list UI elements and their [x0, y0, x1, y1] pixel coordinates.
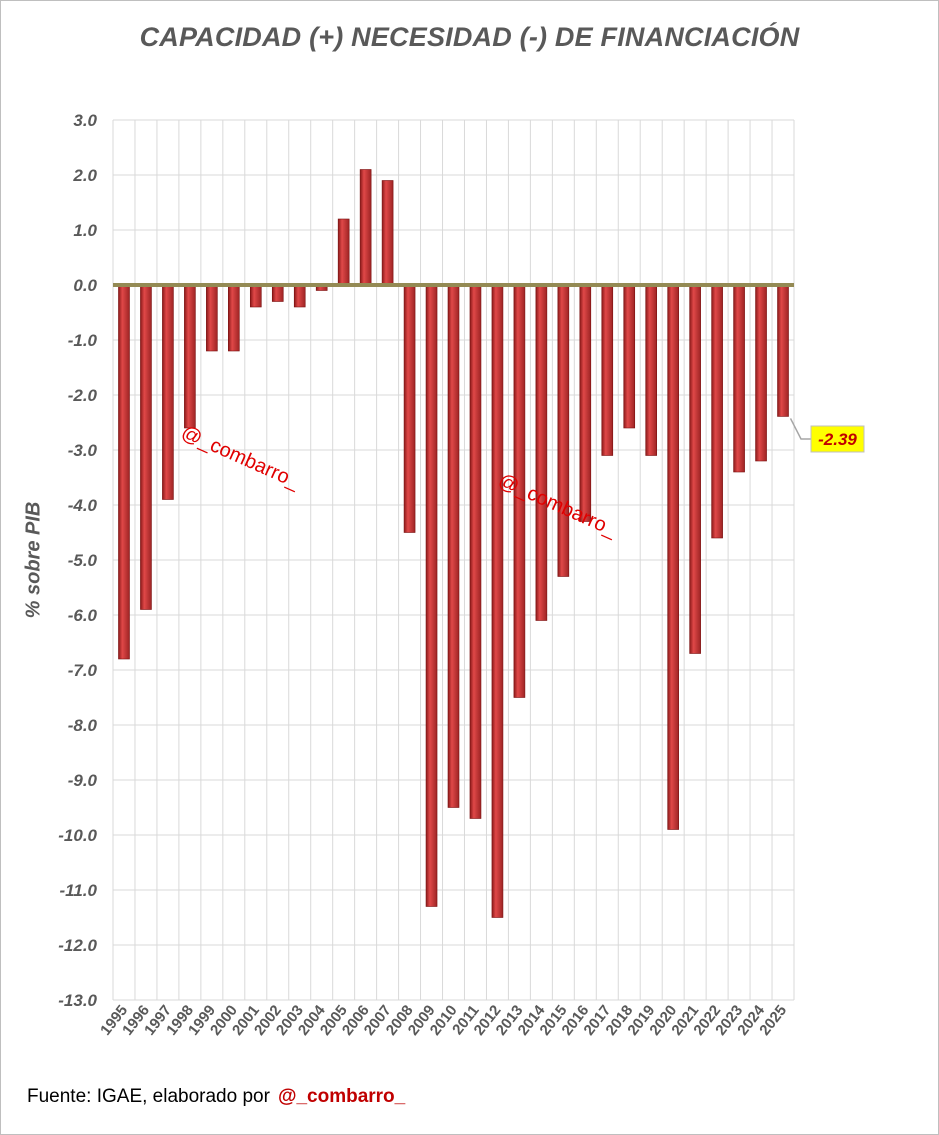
- y-tick-label-4: -1.0: [68, 331, 98, 350]
- bar-2012: [491, 284, 504, 918]
- bar-2009: [425, 284, 438, 907]
- bar-2015: [557, 284, 570, 577]
- callout-box: [810, 425, 865, 453]
- callout-label: -2.39: [818, 430, 857, 449]
- bar-2014: [535, 284, 548, 621]
- y-tick-label-7: -4.0: [68, 496, 98, 515]
- y-tick-label-6: -3.0: [68, 441, 98, 460]
- value-callout: -2.39: [789, 418, 865, 453]
- bar-2023: [733, 284, 745, 473]
- bar-2018: [623, 284, 636, 429]
- bar-1997: [162, 284, 174, 500]
- bar-2016: [579, 284, 592, 522]
- bar-2024: [755, 284, 767, 462]
- y-ticks: 3.0 2.0 1.0 0.0 -1.0 -2.0 -3.0 -4.0 -5.0 -6.0 -7.0…: [58, 111, 97, 1010]
- bar-2010: [447, 284, 460, 808]
- y-tick-label-14: -11.0: [60, 881, 98, 900]
- bar-2011: [469, 284, 482, 819]
- y-tick-label-5: -2.0: [68, 386, 98, 405]
- bar-2001: [249, 284, 262, 308]
- bars: [118, 169, 789, 918]
- watermark-1: @_combarro_: [178, 421, 304, 493]
- bar-2005: [337, 218, 350, 286]
- y-tick-label-8: -5.0: [68, 551, 98, 570]
- y-tick-label-1: 2.0: [72, 166, 97, 185]
- bar-2002: [271, 284, 284, 302]
- bar-1998: [184, 284, 196, 429]
- bar-2006: [359, 169, 372, 286]
- y-tick-label-15: -12.0: [58, 936, 97, 955]
- y-tick-label-2: 1.0: [73, 221, 97, 240]
- y-tick-label-10: -7.0: [68, 661, 98, 680]
- source-text: Fuente: IGAE, elaborado por: [27, 1086, 270, 1107]
- chart-title: CAPACIDAD (+) NECESIDAD (-) DE FINANCIAC…: [139, 22, 800, 52]
- bar-2008: [403, 284, 416, 533]
- source-handle: @_combarro_: [277, 1086, 406, 1107]
- bar-2017: [601, 284, 614, 456]
- bar-2007: [381, 180, 394, 286]
- bar-2022: [711, 284, 723, 539]
- callout-leader: [789, 418, 811, 440]
- y-tick-label-11: -8.0: [68, 716, 98, 735]
- bar-2019: [645, 284, 658, 456]
- bar-2000: [228, 284, 240, 352]
- bar-2003: [293, 284, 306, 308]
- bar-1996: [140, 284, 152, 610]
- bar-1999: [206, 284, 218, 352]
- y-tick-label-13: -10.0: [58, 826, 97, 845]
- bar-2021: [689, 284, 701, 654]
- source-note: Fuente: IGAE, elaborado por @_combarro_: [27, 1086, 405, 1108]
- x-ticks: 1995199619971998199920002001200220032004…: [97, 1001, 790, 1038]
- bar-2020: [667, 284, 679, 830]
- y-tick-label-0: 3.0: [73, 111, 97, 130]
- y-tick-label-16: -13.0: [58, 991, 97, 1010]
- y-tick-label-12: -9.0: [68, 771, 98, 790]
- bar-2025: [777, 284, 789, 417]
- y-tick-label-3: 0.0: [73, 276, 97, 295]
- bar-1995: [118, 284, 130, 660]
- y-tick-label-9: -6.0: [68, 606, 98, 625]
